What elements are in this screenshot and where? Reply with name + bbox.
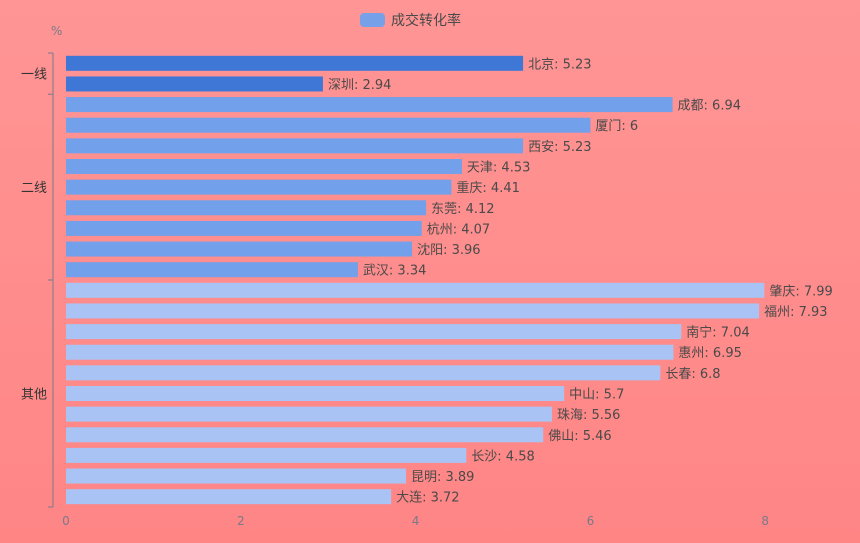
bars-group: 北京: 5.23 深圳: 2.94 成都: 6.94 厦门: 6 西安: 5.23 天津:… xyxy=(66,55,833,506)
bar-label: 天津: 4.53 xyxy=(467,161,530,176)
bar[interactable] xyxy=(66,282,765,298)
bar-label: 武汉: 3.34 xyxy=(363,264,426,279)
bar[interactable] xyxy=(66,262,358,278)
bar-label: 肇庆: 7.99 xyxy=(769,284,832,299)
bar[interactable] xyxy=(66,303,760,319)
bar-label: 昆明: 3.89 xyxy=(411,470,474,485)
bar[interactable] xyxy=(66,489,392,505)
bar-label: 福州: 7.93 xyxy=(764,305,827,320)
group-label: 二线 xyxy=(21,181,47,196)
bar-label: 中山: 5.7 xyxy=(569,388,624,403)
bar-label: 惠州: 6.95 xyxy=(678,346,741,361)
bar[interactable] xyxy=(66,200,427,216)
x-tick-label: 4 xyxy=(412,514,420,528)
bar[interactable] xyxy=(66,138,524,154)
x-axis-ticks: 0 2 4 6 8 xyxy=(62,514,769,528)
bar-label: 长沙: 4.58 xyxy=(471,449,534,464)
x-tick-label: 2 xyxy=(237,514,245,528)
axis-unit-label: % xyxy=(51,24,62,38)
bar[interactable] xyxy=(66,344,674,360)
bar-label: 南宁: 7.04 xyxy=(686,325,749,341)
bar[interactable] xyxy=(66,324,682,340)
x-tick-label: 0 xyxy=(62,514,70,528)
bar[interactable] xyxy=(66,241,413,257)
group-label: 一线 xyxy=(21,68,47,83)
bar-label: 厦门: 6 xyxy=(595,119,638,134)
bar[interactable] xyxy=(66,179,452,195)
bar-label: 佛山: 5.46 xyxy=(548,429,611,444)
bar-label: 成都: 6.94 xyxy=(678,99,741,114)
bar-label: 北京: 5.23 xyxy=(528,57,591,72)
x-tick-label: 6 xyxy=(587,514,595,528)
bar-label: 深圳: 2.94 xyxy=(328,78,391,93)
bar[interactable] xyxy=(66,76,323,92)
bar[interactable] xyxy=(66,159,462,174)
bar[interactable] xyxy=(66,365,661,381)
legend-swatch[interactable] xyxy=(360,13,385,27)
group-label: 其他 xyxy=(21,388,47,403)
bar-label: 杭州: 4.07 xyxy=(427,222,490,237)
bar-label: 长春: 6.8 xyxy=(665,367,720,382)
bar-label: 珠海: 5.56 xyxy=(557,408,620,423)
bar-label: 西安: 5.23 xyxy=(528,140,591,155)
bar[interactable] xyxy=(66,468,406,484)
bar-label: 大连: 3.72 xyxy=(396,490,459,506)
bar-label: 重庆: 4.41 xyxy=(456,180,519,196)
bar-label: 东莞: 4.12 xyxy=(431,202,494,217)
x-tick-label: 8 xyxy=(761,514,769,528)
bar[interactable] xyxy=(66,117,591,133)
bar-label: 沈阳: 3.96 xyxy=(417,243,480,258)
bar[interactable] xyxy=(66,97,673,113)
bar[interactable] xyxy=(66,406,552,422)
bar[interactable] xyxy=(66,447,467,463)
bar[interactable] xyxy=(66,220,422,236)
legend-label[interactable]: 成交转化率 xyxy=(391,12,461,29)
bar[interactable] xyxy=(66,427,544,443)
bar[interactable] xyxy=(66,55,524,71)
bar[interactable] xyxy=(66,386,565,401)
legend[interactable]: 成交转化率 xyxy=(360,12,461,29)
